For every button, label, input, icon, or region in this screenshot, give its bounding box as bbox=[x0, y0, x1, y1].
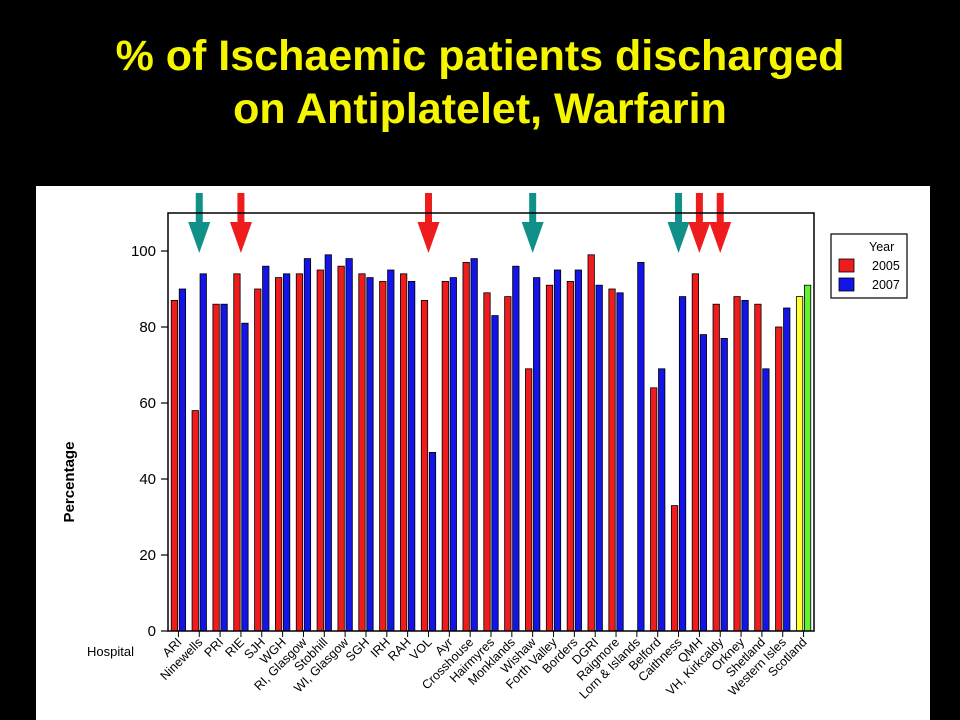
bar-2005-western-isles bbox=[775, 326, 783, 632]
y-tick-label: 80 bbox=[139, 319, 156, 336]
bar-2005-ri-glasgow bbox=[295, 273, 304, 632]
bar-2007-borders bbox=[574, 269, 582, 632]
y-tick-label: 20 bbox=[139, 547, 156, 564]
x-tick-label: VOL bbox=[407, 635, 435, 663]
bar-2005-orkney bbox=[733, 296, 741, 632]
bar-2005-wishaw bbox=[525, 368, 533, 632]
y-tick-label: 40 bbox=[139, 471, 156, 488]
bar-2007-western-isles bbox=[783, 307, 791, 632]
bar-2005-qmh bbox=[691, 273, 699, 632]
bar-2007-ayr bbox=[449, 277, 457, 632]
arrows bbox=[188, 193, 732, 253]
bar-2007-raigmore bbox=[616, 292, 624, 632]
bar-2005-rie bbox=[233, 273, 241, 632]
bar-2005-belford bbox=[650, 387, 658, 632]
legend-swatch bbox=[838, 258, 855, 273]
bar-2007-belford bbox=[658, 368, 666, 632]
bar-2005-scotland bbox=[795, 296, 804, 632]
bar-2007-lorn-islands bbox=[637, 262, 645, 632]
y-axis-label: Percentage bbox=[61, 442, 78, 523]
bar-2007-dgri bbox=[595, 284, 603, 632]
bar-2007-vol bbox=[428, 451, 437, 632]
x-axis-label: Hospital bbox=[87, 644, 134, 659]
red-arrow bbox=[229, 193, 252, 253]
bar-2005-monklands bbox=[504, 296, 512, 632]
bar-2007-irh bbox=[387, 269, 395, 632]
teal-arrow bbox=[667, 193, 690, 253]
bar-2007-stobhill bbox=[324, 254, 332, 632]
legend: Year 2005 2007 bbox=[830, 233, 908, 299]
bar-2005-raigmore bbox=[608, 288, 616, 632]
title-line-1: % of Ischaemic patients discharged bbox=[115, 32, 845, 80]
bar-2005-vh-kirkcaldy bbox=[712, 303, 720, 632]
bar-2007-rah bbox=[408, 281, 416, 632]
bar-2005-ayr bbox=[441, 281, 449, 632]
bar-2007-wgh bbox=[283, 273, 291, 632]
bar-2007-crosshouse bbox=[470, 258, 478, 632]
bar-2005-wgh bbox=[275, 277, 283, 632]
bar-2007-orkney bbox=[741, 300, 749, 632]
bar-chart: 0 20 40 60 80 100 ARINinewellsPRIRIESJHWGHRI,… bbox=[61, 193, 908, 702]
bar-2007-ninewells bbox=[199, 273, 207, 632]
bar-2005-dgri bbox=[587, 254, 595, 632]
bar-2005-irh bbox=[379, 281, 387, 632]
bar-2005-sjh bbox=[254, 288, 262, 632]
x-tick-label: PRI bbox=[202, 635, 227, 660]
bar-2005-hairmyres bbox=[483, 292, 491, 632]
x-tick-label: RIE bbox=[222, 635, 247, 660]
bar-2005-wi-glasgow bbox=[337, 265, 345, 632]
bar-2005-sgh bbox=[358, 273, 366, 632]
bar-2007-ari bbox=[178, 288, 187, 632]
y-tick-label: 100 bbox=[131, 243, 156, 260]
teal-arrow bbox=[521, 193, 544, 253]
bar-2005-rah bbox=[400, 273, 408, 632]
bar-2005-caithness bbox=[670, 505, 679, 632]
bar-2007-rie bbox=[241, 322, 249, 632]
red-arrow bbox=[709, 193, 732, 253]
bar-2005-borders bbox=[566, 281, 574, 632]
bar-2005-crosshouse bbox=[462, 262, 470, 632]
legend-title: Year bbox=[869, 240, 894, 254]
red-arrow bbox=[688, 193, 711, 253]
bar-2007-scotland bbox=[803, 284, 812, 632]
bar-2007-forth-valley bbox=[553, 269, 562, 632]
bar-2007-monklands bbox=[512, 265, 520, 632]
y-axis: 0 20 40 60 80 100 bbox=[131, 243, 168, 640]
legend-label: 2005 bbox=[872, 259, 900, 273]
bar-2007-pri bbox=[220, 303, 228, 632]
bar-2005-ari bbox=[170, 300, 179, 632]
title-line-2: on Antiplatelet, Warfarin bbox=[233, 85, 727, 133]
slide-title: % of Ischaemic patients discharged on An… bbox=[0, 30, 960, 136]
bar-2005-ninewells bbox=[191, 410, 199, 632]
bar-2005-pri bbox=[212, 303, 220, 632]
bars bbox=[170, 254, 812, 632]
bar-2007-qmh bbox=[699, 334, 707, 632]
legend-label: 2007 bbox=[872, 278, 900, 292]
y-tick-label: 0 bbox=[148, 623, 156, 640]
teal-arrow bbox=[188, 193, 211, 253]
bar-2007-sgh bbox=[366, 277, 374, 632]
bar-2007-hairmyres bbox=[491, 315, 499, 632]
bar-2007-vh-kirkcaldy bbox=[720, 337, 728, 632]
bar-2005-stobhill bbox=[316, 269, 324, 632]
bar-2007-sjh bbox=[262, 265, 270, 632]
bar-2007-ri-glasgow bbox=[303, 258, 312, 632]
bar-2007-shetland bbox=[762, 368, 770, 632]
bar-2007-wi-glasgow bbox=[345, 258, 353, 632]
bar-2007-wishaw bbox=[533, 277, 541, 632]
chart-panel: 0 20 40 60 80 100 ARI Ninewells PRI RIE SJH WGH RI,… bbox=[36, 186, 930, 720]
bar-2005-vol bbox=[420, 300, 429, 632]
bar-2005-forth-valley bbox=[545, 284, 554, 632]
bar-2007-caithness bbox=[678, 296, 687, 632]
red-arrow bbox=[417, 193, 440, 253]
bar-2005-shetland bbox=[754, 303, 762, 632]
y-tick-label: 60 bbox=[139, 395, 156, 412]
legend-swatch bbox=[838, 277, 855, 292]
